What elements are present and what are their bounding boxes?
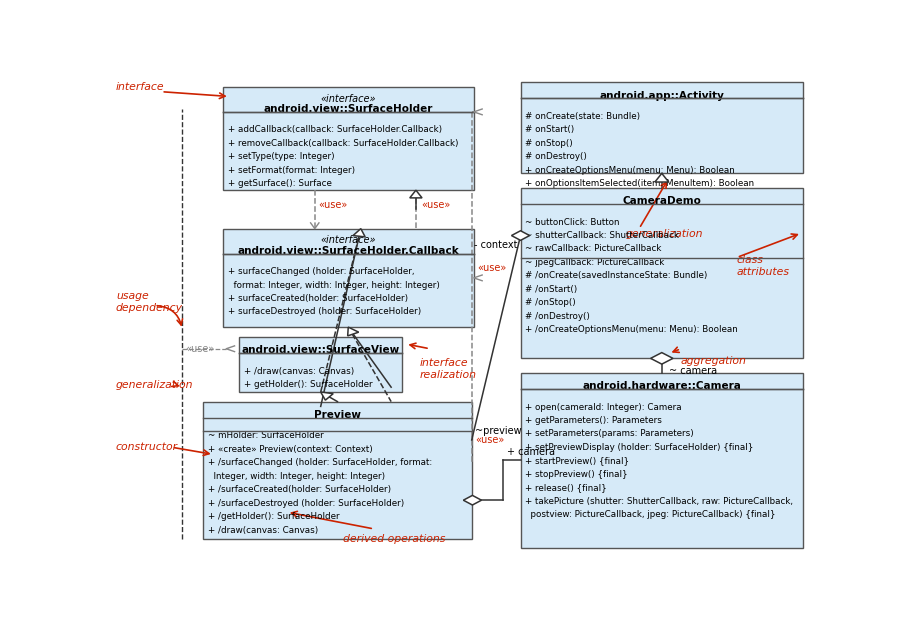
Text: «use»: «use»: [319, 200, 347, 210]
Polygon shape: [320, 392, 333, 400]
Text: + /onCreateOptionsMenu(menu: Menu): Boolean: + /onCreateOptionsMenu(menu: Menu): Bool…: [526, 325, 738, 334]
Text: Integer, width: Integer, height: Integer): Integer, width: Integer, height: Integer…: [208, 472, 385, 480]
Bar: [222, 228, 473, 327]
Text: + getSurface(): Surface: + getSurface(): Surface: [228, 179, 331, 188]
Text: + takePicture (shutter: ShutterCallback, raw: PictureCallback,: + takePicture (shutter: ShutterCallback,…: [526, 497, 794, 505]
Text: + getParameters(): Parameters: + getParameters(): Parameters: [526, 416, 662, 425]
Bar: [239, 337, 402, 392]
Text: + setParameters(params: Parameters): + setParameters(params: Parameters): [526, 429, 694, 439]
Text: format: Integer, width: Integer, height: Integer): format: Integer, width: Integer, height:…: [228, 281, 439, 290]
Text: + /surfaceChanged (holder: SurfaceHolder, format:: + /surfaceChanged (holder: SurfaceHolder…: [208, 458, 432, 467]
Text: android.view::SurfaceView: android.view::SurfaceView: [241, 346, 400, 356]
Text: + release() {final}: + release() {final}: [526, 484, 608, 492]
Text: # onStart(): # onStart(): [526, 125, 575, 134]
Text: + addCallback(callback: SurfaceHolder.Callback): + addCallback(callback: SurfaceHolder.Ca…: [228, 125, 442, 134]
Bar: [203, 402, 472, 539]
Text: usage
dependency: usage dependency: [116, 291, 183, 313]
Text: + surfaceDestroyed (holder: SurfaceHolder): + surfaceDestroyed (holder: SurfaceHolde…: [228, 308, 421, 316]
Text: + onOptionsItemSelected(item: MenuItem): Boolean: + onOptionsItemSelected(item: MenuItem):…: [526, 179, 754, 188]
Text: # onDestroy(): # onDestroy(): [526, 152, 588, 161]
Text: generalization: generalization: [116, 380, 194, 390]
Text: + camera: + camera: [507, 447, 554, 457]
Text: # /onStart(): # /onStart(): [526, 285, 578, 294]
Polygon shape: [347, 327, 359, 336]
Text: CameraDemo: CameraDemo: [622, 197, 701, 207]
Text: android.hardware::Camera: android.hardware::Camera: [582, 381, 742, 391]
Text: + /getHolder(): SurfaceHolder: + /getHolder(): SurfaceHolder: [208, 512, 339, 521]
Text: + stopPreview() {final}: + stopPreview() {final}: [526, 470, 628, 479]
Text: + onCreateOptionsMenu(menu: Menu): Boolean: + onCreateOptionsMenu(menu: Menu): Boole…: [526, 166, 735, 175]
Text: - context: - context: [473, 240, 517, 250]
Text: + getHolder(): SurfaceHolder: + getHolder(): SurfaceHolder: [244, 380, 373, 389]
Text: android.view::SurfaceHolder.Callback: android.view::SurfaceHolder.Callback: [238, 246, 459, 256]
Polygon shape: [511, 231, 529, 240]
Text: # /onStop(): # /onStop(): [526, 298, 576, 307]
Text: + /surfaceCreated(holder: SurfaceHolder): + /surfaceCreated(holder: SurfaceHolder): [208, 485, 392, 494]
Polygon shape: [651, 353, 673, 364]
Text: # onCreate(state: Bundle): # onCreate(state: Bundle): [526, 112, 641, 121]
Text: ~ shutterCallback: ShutterCallback: ~ shutterCallback: ShutterCallback: [526, 231, 680, 240]
Text: interface: interface: [116, 82, 165, 92]
Polygon shape: [464, 495, 482, 505]
Bar: [520, 373, 803, 548]
Text: # /onCreate(savedInstanceState: Bundle): # /onCreate(savedInstanceState: Bundle): [526, 271, 707, 280]
Text: + removeCallback(callback: SurfaceHolder.Callback): + removeCallback(callback: SurfaceHolder…: [228, 139, 458, 148]
Text: + startPreview() {final}: + startPreview() {final}: [526, 456, 629, 466]
Text: + setType(type: Integer): + setType(type: Integer): [228, 152, 334, 161]
Polygon shape: [353, 228, 365, 237]
Text: android.app::Activity: android.app::Activity: [599, 90, 724, 100]
Text: ~ camera: ~ camera: [669, 366, 717, 376]
Text: + «create» Preview(context: Context): + «create» Preview(context: Context): [208, 445, 373, 454]
Text: ~ buttonClick: Button: ~ buttonClick: Button: [526, 218, 620, 227]
Text: + surfaceChanged (holder: SurfaceHolder,: + surfaceChanged (holder: SurfaceHolder,: [228, 267, 414, 276]
Text: ~ jpegCallback: PictureCallback: ~ jpegCallback: PictureCallback: [526, 258, 665, 267]
Text: # /onDestroy(): # /onDestroy(): [526, 312, 590, 321]
Text: + /draw(canvas: Canvas): + /draw(canvas: Canvas): [244, 366, 355, 376]
Text: postview: PictureCallback, jpeg: PictureCallback) {final}: postview: PictureCallback, jpeg: Picture…: [526, 510, 776, 519]
Text: «use»: «use»: [421, 200, 451, 210]
Text: derived operations: derived operations: [343, 534, 445, 544]
Text: interface
realization: interface realization: [419, 358, 476, 380]
Text: «interface»: «interface»: [320, 235, 376, 245]
Text: generalization: generalization: [626, 228, 703, 238]
Text: constructor: constructor: [116, 442, 178, 452]
Text: ~ rawCallback: PictureCallback: ~ rawCallback: PictureCallback: [526, 245, 662, 253]
Text: + /surfaceDestroyed (holder: SurfaceHolder): + /surfaceDestroyed (holder: SurfaceHold…: [208, 499, 404, 508]
Text: «interface»: «interface»: [320, 94, 376, 104]
Polygon shape: [655, 173, 669, 182]
Text: «use»: «use»: [185, 344, 215, 354]
Text: + setFormat(format: Integer): + setFormat(format: Integer): [228, 166, 355, 175]
Text: # onStop(): # onStop(): [526, 139, 573, 148]
Bar: [520, 82, 803, 173]
Text: ~preview: ~preview: [475, 426, 522, 436]
Text: android.view::SurfaceHolder: android.view::SurfaceHolder: [264, 104, 433, 114]
Text: + open(cameraId: Integer): Camera: + open(cameraId: Integer): Camera: [526, 402, 682, 412]
Text: + /draw(canvas: Canvas): + /draw(canvas: Canvas): [208, 525, 319, 535]
Text: «use»: «use»: [475, 435, 504, 445]
Text: Preview: Preview: [314, 410, 361, 420]
Text: ~ mHolder: SurfaceHolder: ~ mHolder: SurfaceHolder: [208, 431, 324, 441]
Bar: [222, 87, 473, 190]
Text: «use»: «use»: [477, 263, 507, 273]
Text: + surfaceCreated(holder: SurfaceHolder): + surfaceCreated(holder: SurfaceHolder): [228, 294, 408, 303]
Text: class
attributes: class attributes: [737, 255, 790, 276]
Bar: [520, 188, 803, 358]
Text: aggregation: aggregation: [681, 356, 747, 366]
Text: + setPreviewDisplay (holder: SurfaceHolder) {final}: + setPreviewDisplay (holder: SurfaceHold…: [526, 443, 754, 452]
Polygon shape: [410, 190, 422, 198]
